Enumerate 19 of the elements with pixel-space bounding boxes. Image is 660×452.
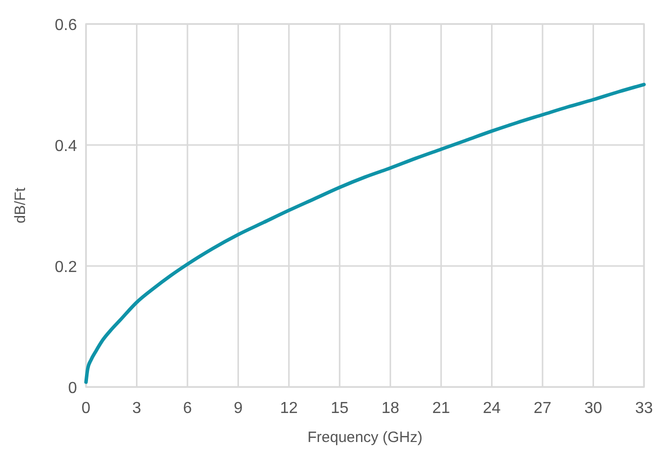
x-tick-label: 0 (82, 400, 91, 417)
y-tick-label: 0.6 (54, 17, 78, 34)
y-tick-label: 0.4 (54, 138, 78, 155)
x-tick-label: 21 (432, 400, 450, 417)
x-tick-label: 9 (234, 400, 243, 417)
x-tick-label: 3 (132, 400, 142, 417)
x-tick-label: 33 (635, 400, 653, 417)
x-tick-label: 18 (381, 400, 400, 417)
y-tick-label: 0.2 (54, 259, 78, 276)
x-axis-title: Frequency (GHz) (307, 429, 423, 446)
y-tick-label: 0 (68, 380, 78, 397)
x-tick-label: 15 (330, 400, 349, 417)
x-tick-label: 27 (534, 400, 552, 417)
x-tick-label: 12 (280, 400, 298, 417)
y-axis-title: dB/Ft (12, 186, 29, 224)
x-tick-label: 24 (482, 400, 501, 417)
x-tick-label: 30 (584, 400, 602, 417)
line-series (84, 82, 646, 384)
x-tick-label: 6 (183, 400, 192, 417)
